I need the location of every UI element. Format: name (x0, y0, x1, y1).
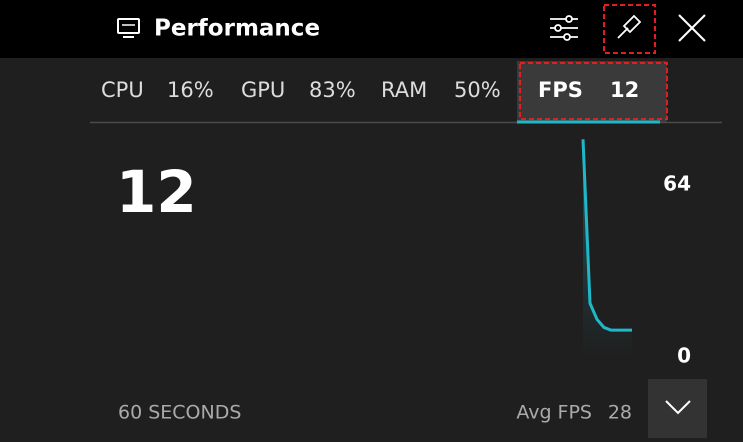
fps-line (581, 139, 632, 332)
avg-value: 28 (608, 402, 632, 424)
tab-label: FPS (538, 78, 583, 102)
fps-tab-background[interactable] (517, 61, 667, 122)
tab-label: CPU (101, 78, 144, 102)
expand-button[interactable] (648, 379, 707, 438)
settings-button[interactable] (550, 15, 578, 41)
current-value: 12 (116, 158, 197, 226)
tab-label: RAM (381, 78, 427, 102)
y-tick-label: 0 (677, 344, 691, 368)
tab-value: 50% (454, 78, 501, 102)
pin-button[interactable] (603, 4, 656, 54)
tab-value: 12 (610, 78, 639, 102)
highlight-box (519, 62, 668, 120)
avg-label: Avg FPS (516, 402, 592, 424)
performance-icon (117, 18, 140, 38)
fps-area (583, 139, 632, 357)
tab-label: GPU (241, 78, 285, 102)
tab-value: 83% (309, 78, 356, 102)
close-button[interactable] (678, 14, 706, 42)
widget-title: Performance (154, 16, 320, 42)
time-window: 60 SECONDS (118, 402, 241, 424)
y-tick-label: 64 (663, 172, 691, 196)
tab-value: 16% (167, 78, 214, 102)
title-bar (0, 0, 743, 58)
